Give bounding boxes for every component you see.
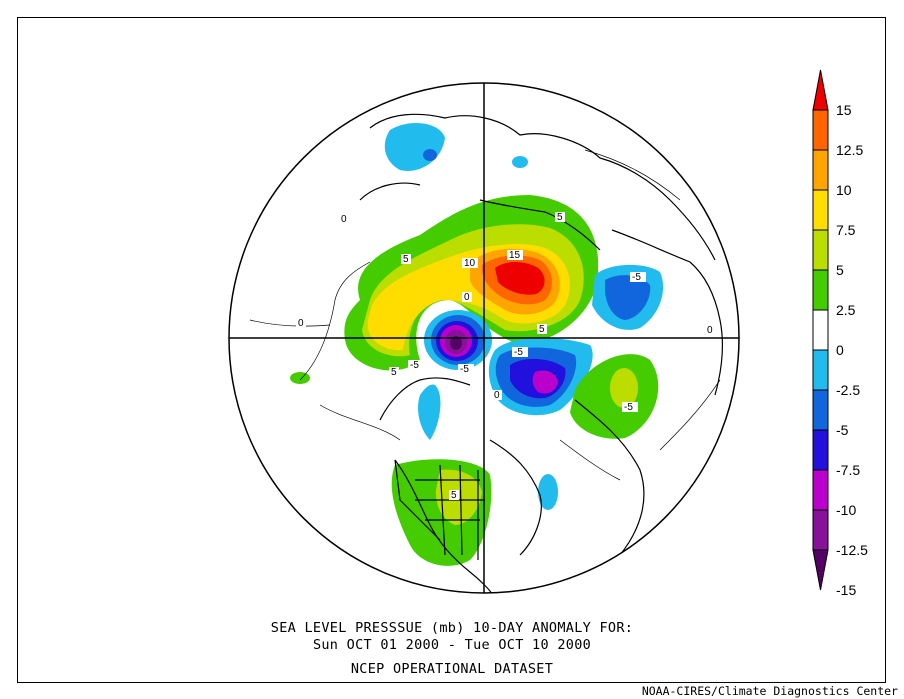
- contour-label: -5: [632, 272, 641, 283]
- colorbar-tick-label: 15: [836, 102, 852, 118]
- colorbar-tick-label: -12.5: [836, 542, 868, 558]
- colorbar-swatch: [812, 429, 829, 471]
- contour-label: 5: [391, 367, 397, 378]
- colorbar-swatch: [812, 469, 829, 511]
- alaska-low: [384, 123, 445, 171]
- colorbar-arrow-bottom: [812, 549, 829, 591]
- colorbar-swatch: [812, 309, 829, 351]
- small-green-spot: [290, 372, 310, 384]
- positive-core-red: [495, 262, 545, 295]
- colorbar-arrow-top: [812, 69, 829, 111]
- contour-label: -5: [460, 364, 469, 375]
- contour-label: -5: [624, 402, 633, 413]
- contour-label-bg: [507, 250, 523, 260]
- anomaly-field: [249, 113, 724, 593]
- contour-label-bg: [339, 214, 349, 224]
- colorbar-tick-label: 7.5: [836, 222, 856, 238]
- contour-label-bg: [462, 292, 472, 302]
- contour-label: 15: [509, 250, 521, 261]
- contour-label: 0: [341, 214, 347, 225]
- contour-labels: 15 10 5 5 5 0 0 0 0 0 -5 -5 -5 -5 -5 5 5: [296, 212, 715, 501]
- colorbar-tick-label: 10: [836, 182, 852, 198]
- contour-label-bg: [555, 212, 565, 222]
- caption-dataset: NCEP OPERATIONAL DATASET: [350, 661, 554, 677]
- contour-label: 0: [464, 292, 470, 303]
- colorbar-swatch: [812, 229, 829, 271]
- contour-label-bg: [512, 347, 528, 357]
- colorbar-tick-label: -2.5: [836, 382, 860, 398]
- credit-text: NOAA-CIRES/Climate Diagnostics Center: [641, 684, 898, 698]
- contour-label-bg: [458, 364, 474, 374]
- contour-label: 0: [707, 325, 713, 336]
- greenland-low-10: [532, 370, 558, 394]
- colorbar-swatch: [812, 149, 829, 191]
- contour-label: -5: [514, 347, 523, 358]
- contour-label-bg: [389, 367, 399, 377]
- plot-frame: [17, 17, 886, 683]
- contour-label-bg: [408, 360, 424, 370]
- colorbar-swatch: [812, 189, 829, 231]
- colorbar-tick-label: 12.5: [836, 142, 863, 158]
- europe-low-5: [605, 275, 651, 320]
- contour-label-bg: [622, 402, 638, 412]
- zero-contours: [249, 149, 721, 481]
- contour-label: 0: [494, 390, 500, 401]
- atlantic-low: [538, 474, 558, 510]
- contour-label-bg: [705, 325, 715, 335]
- contour-label: 5: [451, 490, 457, 501]
- contour-label-bg: [537, 324, 547, 334]
- colorbar-swatch: [812, 389, 829, 431]
- caption-title: SEA LEVEL PRESSSUE (mb) 10-DAY ANOMALY F…: [270, 620, 634, 636]
- colorbar-tick-label: -15: [836, 582, 856, 598]
- alaska-low-5: [423, 149, 437, 161]
- pole-low-15: [450, 336, 462, 350]
- contour-label-bg: [462, 258, 478, 268]
- contour-label-bg: [449, 490, 459, 500]
- contour-label: 5: [557, 212, 563, 223]
- colorbar-tick-label: -5: [836, 422, 849, 438]
- contour-label-bg: [401, 254, 411, 264]
- contour-label-bg: [630, 272, 646, 282]
- contour-label-bg: [492, 390, 502, 400]
- small-blue-spot: [512, 156, 528, 168]
- contour-label: 5: [539, 324, 545, 335]
- atlantic-high-7p5: [610, 368, 638, 408]
- colorbar-tick-label: -7.5: [836, 462, 860, 478]
- pacific-low: [418, 384, 441, 440]
- colorbar-tick-label: 0: [836, 342, 844, 358]
- colorbar-swatch: [812, 109, 829, 151]
- colorbar-swatch: [812, 349, 829, 391]
- contour-label-bg: [296, 318, 306, 328]
- colorbar-tick-label: 5: [836, 262, 844, 278]
- colorbar: 15 12.5 10 7.5 5 2.5 0 -2.5 -5 -7.5 -10 -12.5 -15: [812, 69, 868, 598]
- colorbar-tick-label: -10: [836, 502, 856, 518]
- contour-label: 0: [298, 318, 304, 329]
- contour-label: 10: [464, 258, 476, 269]
- contour-label: -5: [410, 360, 419, 371]
- colorbar-swatch: [812, 509, 829, 551]
- caption-dates: Sun OCT 01 2000 - Tue OCT 10 2000: [312, 637, 592, 653]
- colorbar-tick-label: 2.5: [836, 302, 856, 318]
- contour-label: 5: [403, 254, 409, 265]
- colorbar-swatch: [812, 269, 829, 311]
